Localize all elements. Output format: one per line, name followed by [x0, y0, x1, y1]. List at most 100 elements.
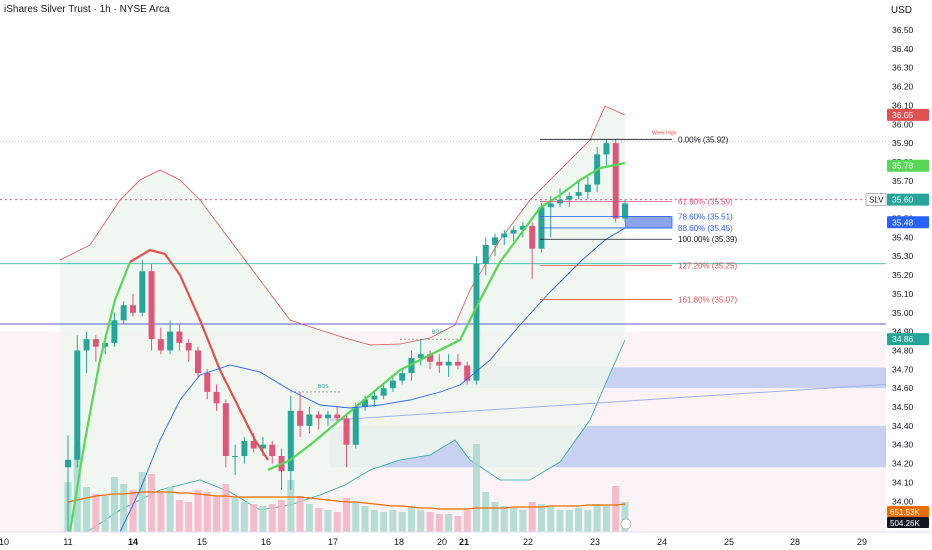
time-tick-label: 23: [590, 537, 600, 547]
volume-bar: [370, 510, 378, 532]
candle-body: [492, 237, 499, 245]
candle-body: [83, 339, 90, 351]
candle-body: [157, 339, 164, 351]
candle-body: [297, 410, 304, 426]
time-tick-label: 20: [437, 537, 447, 547]
price-tick-label: 35.10: [892, 289, 914, 299]
symbol-badge-label: SLV: [869, 196, 884, 205]
volume-bar: [454, 516, 462, 532]
candle-body: [371, 395, 378, 400]
candle-body: [259, 444, 266, 449]
volume-bar: [398, 512, 406, 532]
volume-bar: [250, 504, 258, 532]
currency-label[interactable]: USD: [890, 5, 912, 16]
time-tick-label: 29: [857, 537, 867, 547]
time-tick-label: 21: [459, 537, 469, 547]
price-badge: [887, 333, 929, 346]
time-tick-label: 17: [328, 537, 338, 547]
price-tick-label: 36.20: [892, 82, 914, 92]
volume-badge-label: 504.26K: [890, 519, 920, 528]
week-high-label: Week High: [652, 130, 677, 136]
candle-body: [408, 357, 415, 374]
volume-bar: [584, 510, 592, 532]
volume-bar: [138, 472, 146, 532]
fib-zone-box: [624, 216, 673, 229]
volume-bars: [64, 444, 629, 532]
price-tick-label: 34.50: [892, 402, 914, 412]
volume-bar: [240, 502, 248, 532]
volume-bar: [213, 496, 221, 532]
band-fill: [60, 106, 625, 540]
candle-body: [343, 418, 350, 445]
symbol-badge: [865, 193, 887, 206]
candle-body: [436, 361, 443, 366]
candle-body: [547, 203, 554, 208]
volume-bar: [519, 510, 527, 532]
time-axis[interactable]: 10 11 14 15 16 17 18 20 21 22 23 24 25 28 29: [0, 518, 932, 550]
volume-badge: [887, 506, 929, 517]
candle-body: [139, 271, 146, 313]
volume-bar: [435, 514, 443, 532]
candle-body: [612, 143, 619, 219]
candle-body: [427, 354, 434, 362]
chart-title: iShares Silver Trust · 1h · NYSE Arca: [4, 4, 170, 15]
volume-badge-label: 651.53K: [890, 508, 920, 517]
price-tick-label: 35.30: [892, 251, 914, 261]
candle-body: [232, 456, 239, 458]
price-tick-label: 34.60: [892, 383, 914, 393]
ema-down-segment: [129, 248, 269, 461]
candle-body: [417, 354, 424, 358]
candle-body: [185, 342, 192, 351]
volume-bar: [120, 484, 128, 532]
fib-label: 100.00% (35.39): [678, 235, 737, 244]
price-badge-label: 35.48: [892, 217, 914, 227]
time-tick-label: 24: [657, 537, 667, 547]
price-badge: [887, 193, 929, 206]
price-badge-label: 35.60: [892, 195, 914, 205]
volume-bar: [268, 504, 276, 532]
volume-bar: [528, 502, 536, 532]
candle-body: [306, 414, 313, 426]
candle-body: [269, 444, 276, 457]
time-tick-label: 16: [261, 537, 271, 547]
volume-bar: [92, 494, 100, 532]
candle-body: [529, 226, 536, 249]
volume-bar: [278, 500, 286, 532]
time-tick-label: 15: [197, 537, 207, 547]
price-axis[interactable]: 36.5036.4036.3036.2036.1036.0035.9035.80…: [865, 0, 932, 550]
candle-body: [204, 373, 211, 392]
price-axis-bg: [886, 0, 932, 550]
candle-body: [352, 407, 359, 445]
volume-bar: [231, 498, 239, 532]
price-tick-label: 36.00: [892, 119, 914, 129]
candle-body: [510, 229, 517, 234]
price-tick-label: 34.30: [892, 440, 914, 450]
candle-body: [399, 373, 406, 381]
volume-bar: [445, 514, 453, 532]
volume-bar: [556, 510, 564, 532]
volume-ma-line: [67, 491, 626, 510]
candle-body: [464, 365, 471, 381]
volume-bar: [157, 492, 165, 532]
price-badge: [887, 108, 929, 121]
volume-bar: [472, 444, 480, 532]
volume-bar: [296, 496, 304, 532]
fib-label: 127.20% (35.25): [678, 262, 737, 271]
time-tick-label: 22: [523, 537, 533, 547]
candle-body: [482, 244, 489, 264]
slow-ma-line: [119, 227, 626, 533]
moving-averages: [68, 161, 626, 533]
candle-body: [250, 440, 257, 449]
volume-bar: [129, 490, 137, 532]
volume-bar: [426, 512, 434, 532]
fib-label: 61.80% (35.59): [678, 198, 733, 207]
volume-bar: [83, 487, 91, 532]
candle-body: [584, 184, 591, 193]
price-badge-label: 36.05: [892, 110, 914, 120]
volume-bar: [500, 506, 508, 532]
volume-bar: [621, 502, 629, 532]
volume-bar: [380, 512, 388, 532]
bos-label-1: BOS: [318, 384, 329, 390]
volume-bar: [166, 487, 174, 532]
